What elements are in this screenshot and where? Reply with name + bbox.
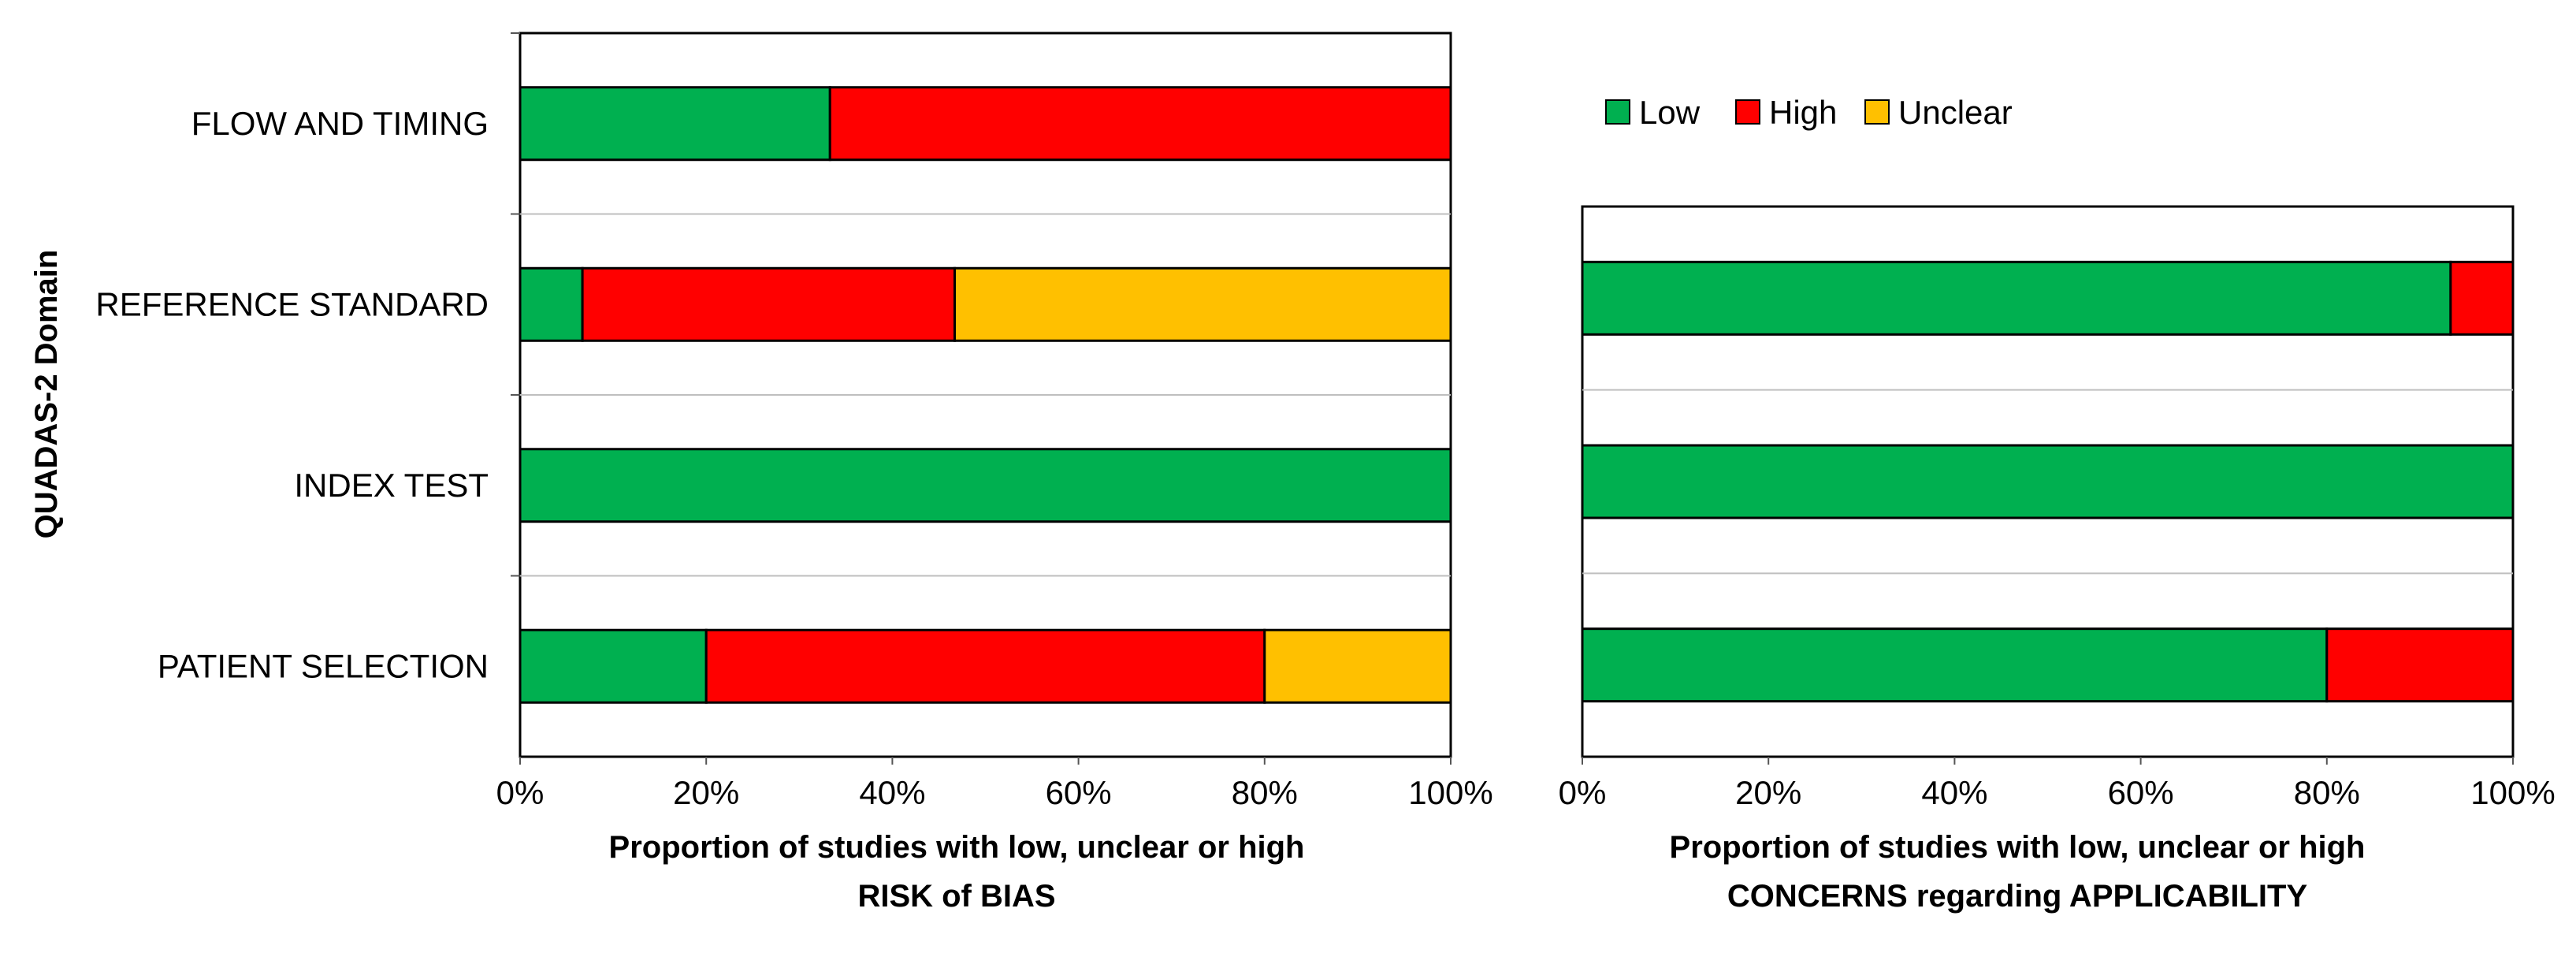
risk-of-bias-x-title-line2: RISK of BIAS [857,879,1055,914]
rob-category-label: REFERENCE STANDARD [95,285,489,322]
legend-swatch-low [1605,99,1630,125]
rob-bar-patient-selection-low [519,628,708,704]
risk-of-bias-chart: FLOW AND TIMING REFERENCE STANDARD INDEX T… [29,32,1493,914]
rob-bar-flow-and-timing-low [519,86,831,162]
app-bar-index-test-low [1581,444,2515,519]
rob-bar-flow-and-timing-high [828,86,1452,162]
applicability-chart: 0% 20% 40% 60% 80% 100% Proportion of studies… [1559,205,2556,914]
rob-x-tick-label: 0% [496,774,545,811]
legend-swatch-high [1735,99,1760,125]
app-x-tick-label: 40% [1921,774,1987,811]
rob-x-tick-label: 100% [1408,774,1492,811]
app-x-tick-label: 20% [1735,774,1801,811]
rob-x-tick-label: 40% [859,774,925,811]
legend: Low High Unclear [1605,94,2013,131]
app-bar-patient-selection-high [2325,627,2515,703]
rob-category-label: PATIENT SELECTION [158,647,489,684]
applicability-x-title-line1: Proportion of studies with low, unclear … [1670,830,2366,865]
applicability-x-title-line2: CONCERNS regarding APPLICABILITY [1727,879,2308,914]
app-bar-reference-standard-high [2449,260,2515,336]
rob-category-label: INDEX TEST [294,467,489,504]
rob-bar-patient-selection-unclear [1263,628,1452,704]
rob-bar-reference-standard-unclear [953,266,1452,342]
rob-x-tick-label: 80% [1232,774,1298,811]
legend-swatch-unclear [1864,99,1890,125]
app-bar-patient-selection-low [1581,627,2329,703]
app-x-tick-label: 60% [2108,774,2174,811]
app-bar-reference-standard-low [1581,260,2452,336]
app-x-tick-label: 80% [2294,774,2360,811]
app-x-tick-label: 100% [2470,774,2555,811]
legend-label-unclear: Unclear [1898,94,2013,131]
risk-of-bias-x-title-line1: Proportion of studies with low, unclear … [609,830,1305,865]
rob-category-label: FLOW AND TIMING [191,105,489,142]
legend-label-high: High [1769,94,1837,131]
y-axis-title: QUADAS-2 Domain [29,250,64,539]
rob-bar-index-test-low [519,448,1452,523]
legend-label-low: Low [1639,94,1701,131]
rob-bar-reference-standard-low [519,266,584,342]
rob-bar-reference-standard-high [581,266,957,342]
rob-x-tick-label: 60% [1046,774,1112,811]
app-x-tick-label: 0% [1559,774,1607,811]
rob-x-tick-label: 20% [673,774,739,811]
rob-bar-patient-selection-high [704,628,1266,704]
